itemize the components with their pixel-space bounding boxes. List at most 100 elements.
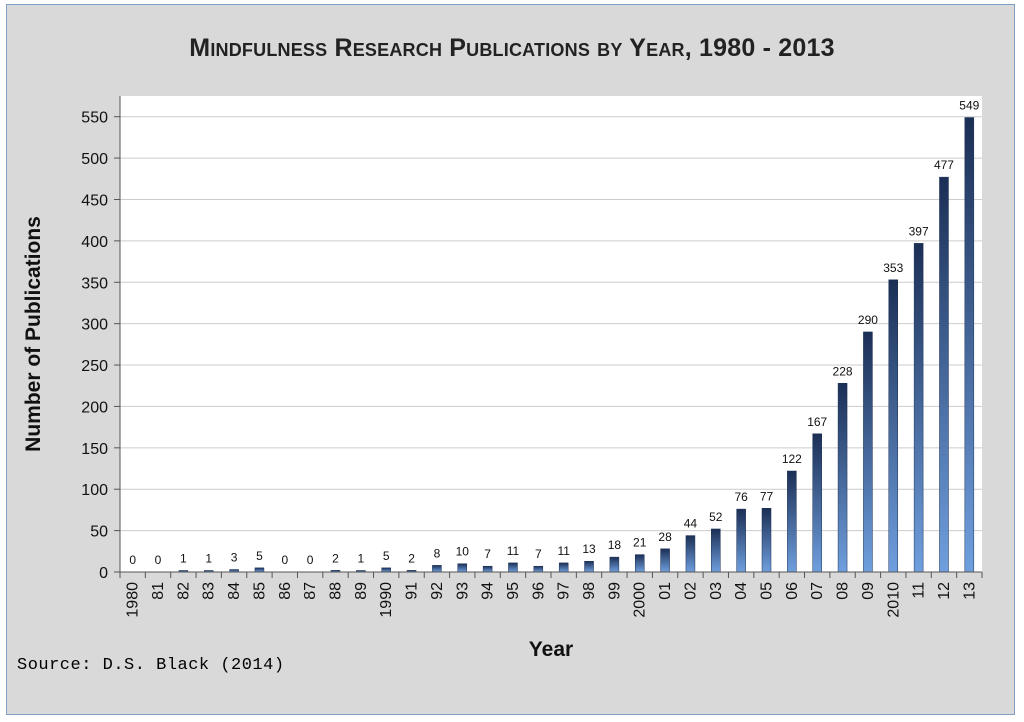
- data-label: 1: [205, 552, 212, 566]
- bars: [178, 117, 975, 573]
- x-tick-label: 92: [429, 582, 446, 600]
- x-tick-label: 06: [784, 582, 801, 600]
- x-tick-label: 85: [251, 582, 268, 600]
- y-tick-label: 450: [81, 192, 108, 209]
- data-label: 2: [408, 551, 415, 565]
- x-tick-label: 12: [936, 582, 953, 600]
- x-tick-label: 2000: [632, 582, 649, 618]
- x-axis-label: Year: [529, 638, 573, 661]
- data-label: 28: [658, 530, 672, 544]
- x-tick-label: 09: [860, 582, 877, 600]
- x-tick-label: 95: [505, 582, 522, 600]
- data-label: 7: [535, 547, 542, 561]
- data-label: 167: [807, 415, 827, 429]
- data-label: 52: [709, 510, 723, 524]
- y-tick-label: 500: [81, 151, 108, 168]
- bar: [711, 528, 721, 573]
- bar: [584, 560, 594, 573]
- x-tick-label: 94: [480, 582, 497, 600]
- bar: [432, 565, 442, 573]
- x-tick-label: 81: [150, 582, 167, 600]
- bar: [558, 562, 569, 573]
- x-tick-label: 2010: [885, 582, 902, 618]
- y-tick-label: 350: [81, 275, 108, 292]
- y-tick-label: 300: [81, 317, 108, 334]
- data-label: 397: [909, 224, 929, 238]
- data-label: 2: [332, 551, 339, 565]
- data-label: 10: [456, 545, 470, 559]
- bar: [787, 470, 797, 573]
- bar: [482, 565, 493, 573]
- data-label: 11: [557, 544, 570, 558]
- bar: [634, 554, 645, 573]
- chart-title: Mindfulness Research Publications by Yea…: [189, 34, 835, 62]
- data-label: 1: [358, 552, 365, 566]
- bar: [254, 567, 265, 573]
- y-tick-label: 100: [81, 482, 108, 499]
- x-tick-label: 08: [835, 582, 852, 600]
- data-label: 0: [281, 553, 288, 567]
- bar: [685, 535, 696, 573]
- data-label: 549: [959, 99, 979, 113]
- data-label: 1: [180, 552, 187, 566]
- source-note: Source: D.S. Black (2014): [17, 656, 285, 675]
- x-tick-label: 1990: [378, 582, 395, 618]
- y-tick-label: 150: [81, 441, 108, 458]
- data-label: 228: [833, 364, 853, 378]
- bar: [812, 433, 822, 573]
- x-tick-label: 01: [657, 582, 674, 600]
- y-tick-label: 200: [81, 399, 108, 416]
- x-tick-label: 1980: [125, 582, 142, 618]
- data-label: 44: [684, 517, 698, 531]
- data-label: 5: [383, 549, 390, 563]
- x-tick-label: 82: [175, 582, 192, 600]
- x-tick-label: 84: [226, 582, 243, 600]
- y-axis: 0 50 100 150 200 250 300 350 400 450 500 550: [81, 96, 121, 582]
- data-label: 477: [934, 158, 954, 172]
- data-label: 122: [782, 452, 802, 466]
- bar: [533, 565, 544, 573]
- y-tick-label: 550: [81, 110, 108, 127]
- bar: [888, 279, 899, 573]
- x-tick-label: 91: [404, 582, 421, 600]
- data-label: 8: [434, 546, 441, 560]
- x-tick-label: 88: [328, 582, 345, 600]
- data-label: 11: [507, 544, 520, 558]
- bar: [660, 548, 670, 573]
- x-tick-label: 93: [454, 582, 471, 600]
- bar: [736, 508, 746, 573]
- x-tick-label: 07: [809, 582, 826, 600]
- bar: [457, 563, 468, 573]
- x-tick-label: 02: [682, 582, 699, 600]
- x-tick-label: 89: [353, 582, 370, 600]
- bar: [837, 383, 848, 573]
- x-tick-label: 99: [606, 582, 623, 600]
- data-label: 290: [858, 313, 878, 327]
- bar: [913, 243, 924, 573]
- data-label: 0: [307, 553, 314, 567]
- bar: [381, 567, 391, 573]
- data-label: 5: [256, 549, 263, 563]
- data-label: 13: [582, 542, 596, 556]
- y-tick-label: 250: [81, 358, 108, 375]
- x-tick-label: 03: [708, 582, 725, 600]
- bar: [609, 556, 620, 573]
- data-label: 0: [129, 553, 136, 567]
- x-tick-label: 87: [302, 582, 319, 600]
- bar: [939, 176, 949, 573]
- bar: [508, 562, 518, 573]
- x-tick-label: 05: [759, 582, 776, 600]
- y-tick-label: 400: [81, 234, 108, 251]
- x-tick-label: 98: [581, 582, 598, 600]
- data-label: 0: [155, 553, 162, 567]
- data-label: 21: [633, 536, 647, 550]
- data-label: 353: [883, 261, 903, 275]
- bar: [761, 508, 772, 573]
- x-tick-label: 13: [961, 582, 978, 600]
- x-tick-label: 04: [733, 582, 750, 600]
- data-label: 77: [760, 489, 774, 503]
- data-label: 3: [231, 551, 238, 565]
- x-axis: 1980 81 82 83 84 85 86 87 88 89 1990 91 92 93 94 95 96 97…: [119, 571, 983, 618]
